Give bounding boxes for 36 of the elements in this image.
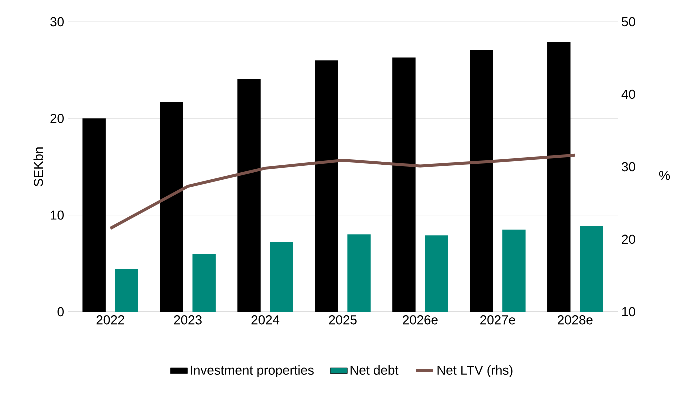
x-tick-label: 2023: [174, 316, 202, 325]
y-tick-label: 0: [58, 307, 64, 317]
y2-tick-label: 40: [622, 90, 636, 100]
bar: [425, 236, 448, 312]
bar: [160, 102, 184, 312]
y2-axis-title: %: [659, 171, 670, 180]
bar: [315, 60, 338, 312]
x-tick-label: 2024: [252, 316, 280, 325]
bar: [82, 118, 106, 312]
y-tick-label: 10: [51, 210, 64, 220]
bar: [392, 58, 416, 312]
x-tick-label: 2022: [96, 316, 124, 325]
bar: [115, 269, 138, 312]
y2-tick-label: 20: [622, 234, 636, 244]
x-tick-label: 2027e: [480, 316, 516, 325]
legend-label: Net debt: [350, 365, 399, 375]
x-tick-label: 2026e: [403, 316, 438, 325]
bar: [348, 234, 371, 312]
legend-label: Investment properties: [191, 365, 314, 378]
y2-tick-label: 30: [622, 162, 636, 172]
line-series: [109, 154, 577, 230]
bar: [580, 226, 604, 312]
bar: [470, 50, 494, 312]
y-tick-label: 30: [50, 17, 64, 27]
x-tick-label: 2028e: [558, 316, 593, 325]
bar: [502, 230, 526, 312]
bar: [270, 242, 294, 312]
x-tick-label: 2025: [329, 316, 357, 325]
y-tick-label: 20: [50, 114, 64, 124]
legend-label: Net LTV (rhs): [438, 365, 513, 378]
y2-tick-label: 50: [622, 17, 636, 27]
y-axis-title: SEKbn: [34, 148, 44, 187]
y2-tick-label: 10: [622, 307, 636, 317]
bar: [548, 42, 571, 312]
bar: [192, 254, 216, 312]
bar: [238, 79, 261, 312]
